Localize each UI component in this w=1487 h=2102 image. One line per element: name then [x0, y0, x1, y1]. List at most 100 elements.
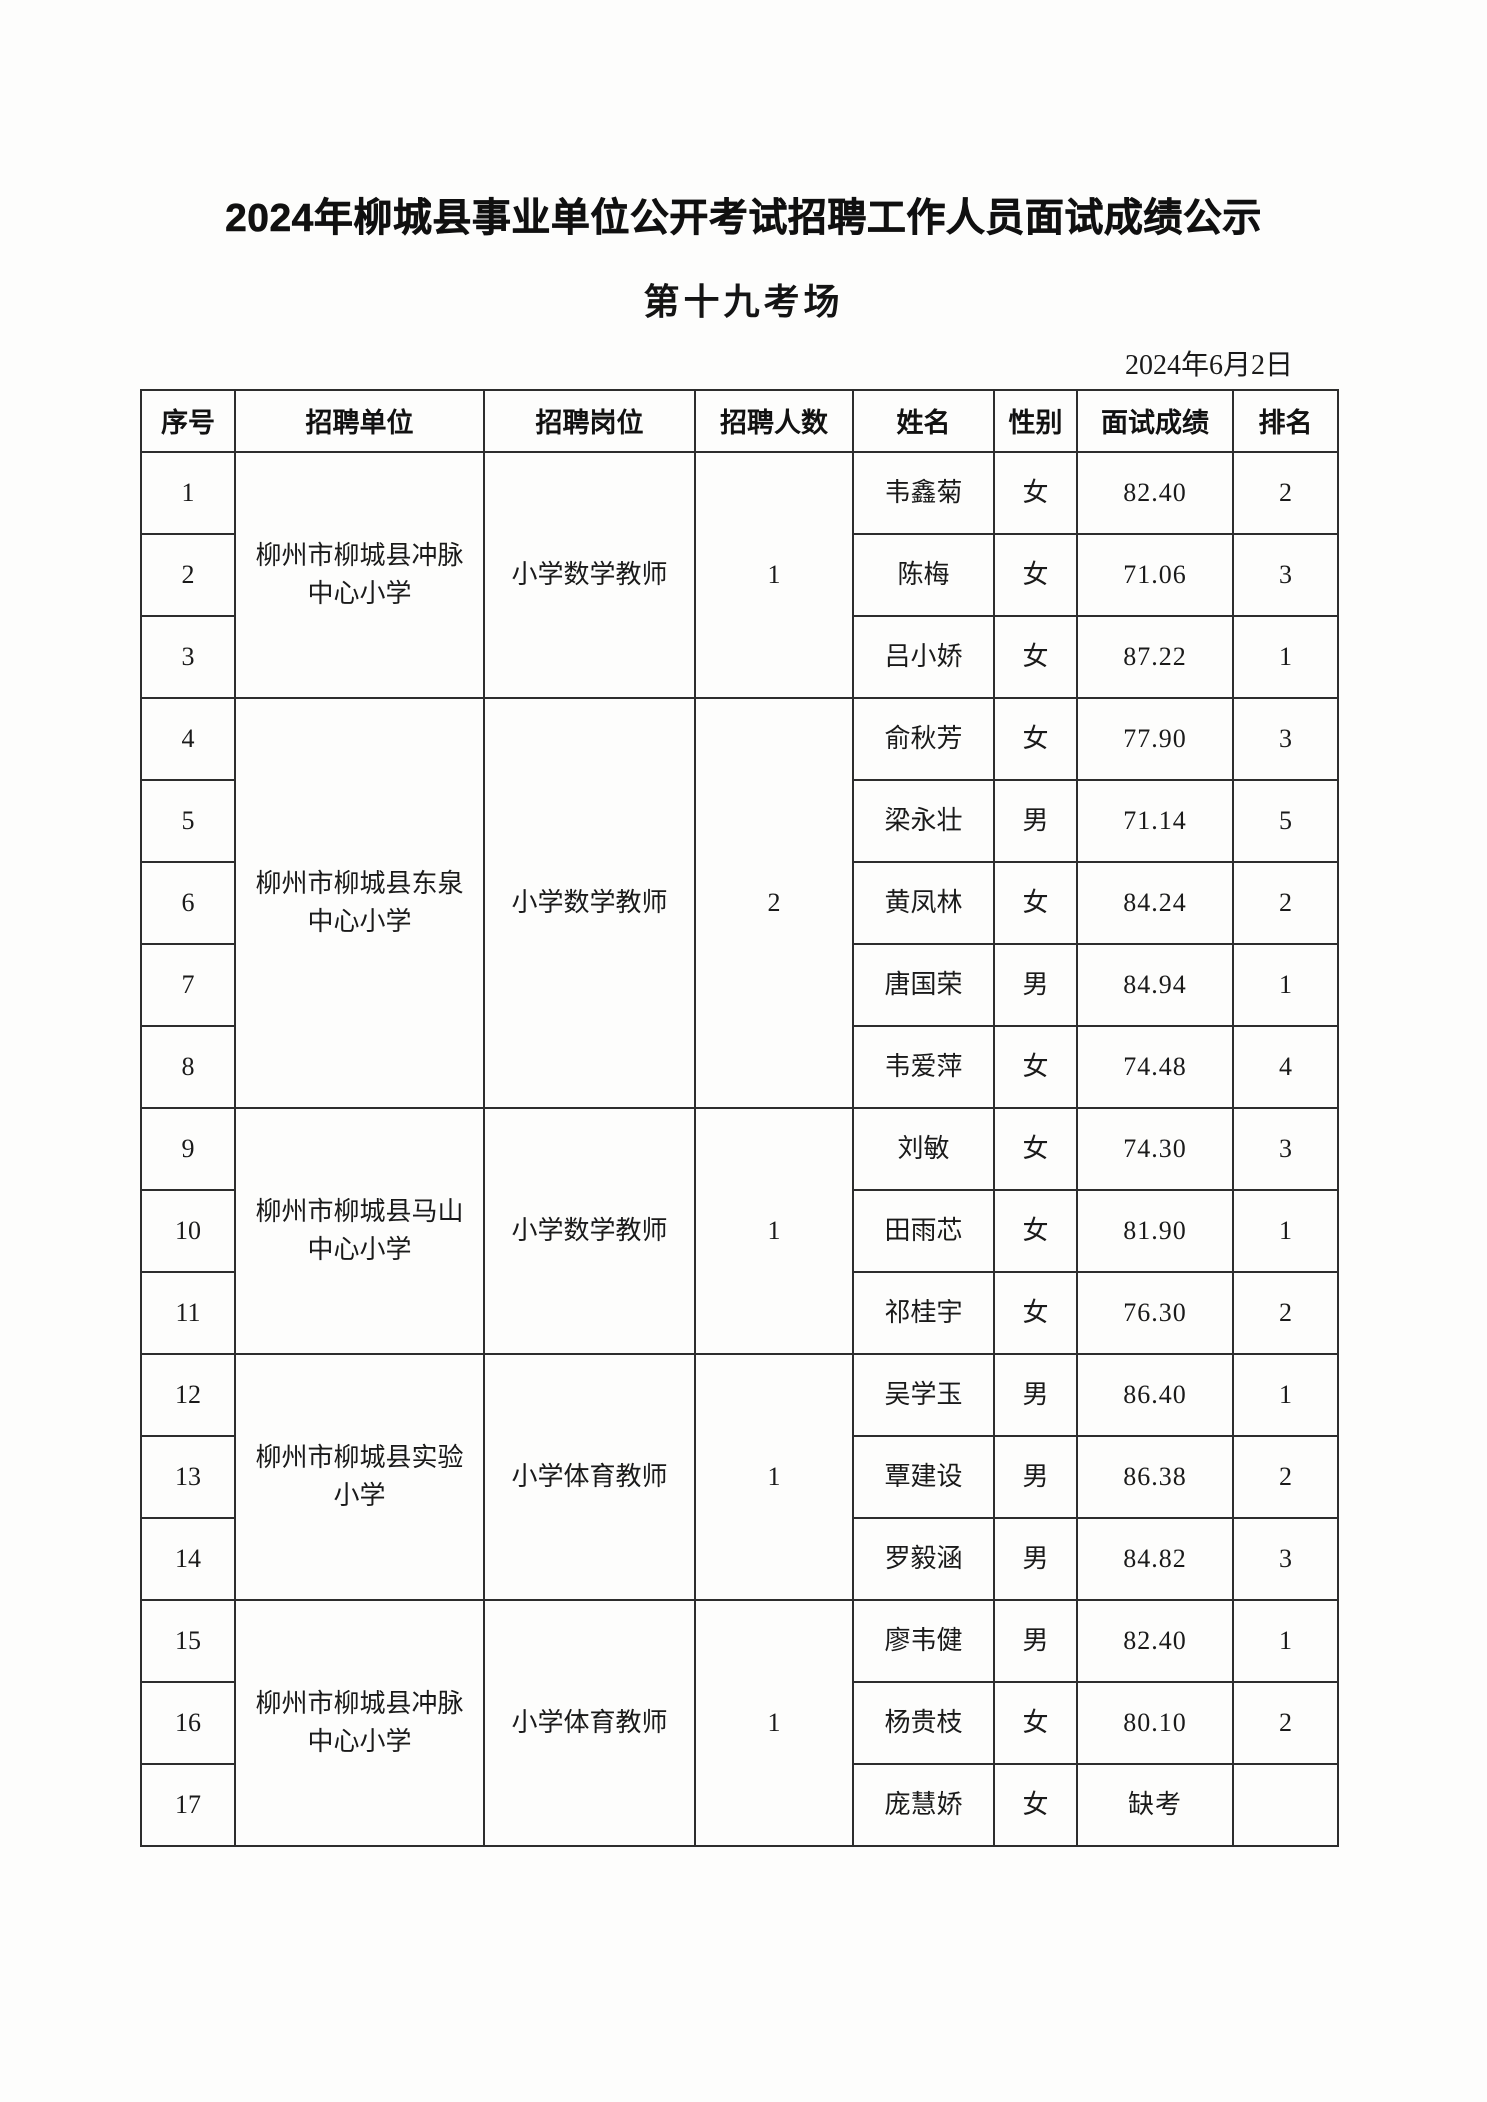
- cell-gender: 男: [993, 1598, 1078, 1683]
- cell-score: 84.94: [1076, 942, 1234, 1027]
- cell-serial-number: 14: [140, 1516, 236, 1601]
- exam-room-subtitle: 第十九考场: [643, 281, 844, 322]
- table-row: 13 覃建设 男 86.38 2: [140, 1434, 1339, 1519]
- cell-gender: 男: [993, 1516, 1078, 1601]
- cell-gender: 女: [993, 1106, 1078, 1191]
- cell-recruiting-unit: 柳州市柳城县东泉中心小学: [234, 696, 485, 1109]
- cell-recruit-count: 2: [694, 696, 854, 1109]
- cell-rank: 1: [1232, 1352, 1339, 1437]
- cell-serial-number: 6: [140, 860, 236, 945]
- cell-rank: 5: [1232, 778, 1339, 863]
- cell-score: 71.06: [1076, 532, 1234, 617]
- cell-name: 唐国荣: [852, 942, 995, 1027]
- cell-gender: 女: [993, 696, 1078, 781]
- cell-name: 韦爱萍: [852, 1024, 995, 1109]
- cell-score: 74.30: [1076, 1106, 1234, 1191]
- cell-rank: 1: [1232, 1598, 1339, 1683]
- cell-serial-number: 10: [140, 1188, 236, 1273]
- header-recruiting-unit: 招聘单位: [234, 388, 485, 453]
- document-title: 2024年柳城县事业单位公开考试招聘工作人员面试成绩公示: [225, 197, 1262, 241]
- cell-score: 82.40: [1076, 450, 1234, 535]
- cell-gender: 女: [993, 1188, 1078, 1273]
- cell-rank: [1232, 1762, 1339, 1847]
- cell-recruit-count: 1: [694, 1106, 854, 1355]
- header-gender: 性别: [993, 388, 1078, 453]
- cell-score: 74.48: [1076, 1024, 1234, 1109]
- cell-name: 庞慧娇: [852, 1762, 995, 1847]
- cell-name: 祁桂宇: [852, 1270, 995, 1355]
- cell-gender: 男: [993, 778, 1078, 863]
- cell-name: 覃建设: [852, 1434, 995, 1519]
- cell-position: 小学数学教师: [483, 696, 696, 1109]
- cell-gender: 女: [993, 1680, 1078, 1765]
- table-row: 9 柳州市柳城县马山中心小学 小学数学教师 1 刘敏 女 74.30 3: [140, 1106, 1339, 1355]
- cell-serial-number: 5: [140, 778, 236, 863]
- cell-name: 杨贵枝: [852, 1680, 995, 1765]
- table-row: 16 杨贵枝 女 80.10 2: [140, 1680, 1339, 1765]
- cell-recruiting-unit: 柳州市柳城县马山中心小学: [234, 1106, 485, 1355]
- cell-score: 84.82: [1076, 1516, 1234, 1601]
- cell-rank: 3: [1232, 696, 1339, 781]
- cell-gender: 女: [993, 614, 1078, 699]
- cell-serial-number: 11: [140, 1270, 236, 1355]
- cell-score: 缺考: [1076, 1762, 1234, 1847]
- cell-rank: 1: [1232, 942, 1339, 1027]
- table-row: 15 柳州市柳城县冲脉中心小学 小学体育教师 1 廖韦健 男 82.40 1: [140, 1598, 1339, 1847]
- cell-serial-number: 13: [140, 1434, 236, 1519]
- cell-serial-number: 4: [140, 696, 236, 781]
- table-row: 17 庞慧娇 女 缺考: [140, 1762, 1339, 1847]
- cell-name: 俞秋芳: [852, 696, 995, 781]
- cell-score: 86.40: [1076, 1352, 1234, 1437]
- cell-rank: 2: [1232, 450, 1339, 535]
- cell-serial-number: 7: [140, 942, 236, 1027]
- cell-recruiting-unit: 柳州市柳城县冲脉中心小学: [234, 1598, 485, 1847]
- cell-serial-number: 8: [140, 1024, 236, 1109]
- header-position: 招聘岗位: [483, 388, 696, 453]
- cell-score: 77.90: [1076, 696, 1234, 781]
- cell-name: 吴学玉: [852, 1352, 995, 1437]
- table-row: 1 柳州市柳城县冲脉中心小学 小学数学教师 1 韦鑫菊 女 82.40 2: [140, 450, 1339, 699]
- cell-position: 小学体育教师: [483, 1598, 696, 1847]
- cell-serial-number: 2: [140, 532, 236, 617]
- cell-gender: 女: [993, 860, 1078, 945]
- cell-rank: 2: [1232, 1434, 1339, 1519]
- cell-gender: 男: [993, 1352, 1078, 1437]
- cell-recruit-count: 1: [694, 450, 854, 699]
- cell-serial-number: 15: [140, 1598, 236, 1683]
- document-date: 2024年6月2日: [1124, 349, 1293, 381]
- cell-gender: 女: [993, 532, 1078, 617]
- cell-name: 吕小娇: [852, 614, 995, 699]
- table-row: 8 韦爱萍 女 74.48 4: [140, 1024, 1339, 1109]
- cell-recruit-count: 1: [694, 1598, 854, 1847]
- table-row: 14 罗毅涵 男 84.82 3: [140, 1516, 1339, 1601]
- cell-score: 87.22: [1076, 614, 1234, 699]
- cell-name: 陈梅: [852, 532, 995, 617]
- cell-recruit-count: 1: [694, 1352, 854, 1601]
- cell-rank: 3: [1232, 1106, 1339, 1191]
- cell-score: 76.30: [1076, 1270, 1234, 1355]
- cell-serial-number: 17: [140, 1762, 236, 1847]
- cell-rank: 1: [1232, 614, 1339, 699]
- cell-name: 田雨芯: [852, 1188, 995, 1273]
- cell-serial-number: 3: [140, 614, 236, 699]
- cell-score: 84.24: [1076, 860, 1234, 945]
- cell-name: 刘敏: [852, 1106, 995, 1191]
- cell-recruiting-unit: 柳州市柳城县冲脉中心小学: [234, 450, 485, 699]
- table-row: 6 黄凤林 女 84.24 2: [140, 860, 1339, 945]
- cell-gender: 男: [993, 1434, 1078, 1519]
- cell-gender: 女: [993, 1024, 1078, 1109]
- cell-score: 71.14: [1076, 778, 1234, 863]
- cell-name: 罗毅涵: [852, 1516, 995, 1601]
- cell-position: 小学数学教师: [483, 1106, 696, 1355]
- cell-score: 81.90: [1076, 1188, 1234, 1273]
- table-row: 12 柳州市柳城县实验小学 小学体育教师 1 吴学玉 男 86.40 1: [140, 1352, 1339, 1601]
- cell-score: 80.10: [1076, 1680, 1234, 1765]
- table-row: 5 梁永壮 男 71.14 5: [140, 778, 1339, 863]
- cell-rank: 2: [1232, 1680, 1339, 1765]
- cell-serial-number: 1: [140, 450, 236, 535]
- header-recruit-count: 招聘人数: [694, 388, 854, 453]
- cell-serial-number: 9: [140, 1106, 236, 1191]
- table-row: 2 陈梅 女 71.06 3: [140, 532, 1339, 617]
- cell-serial-number: 12: [140, 1352, 236, 1437]
